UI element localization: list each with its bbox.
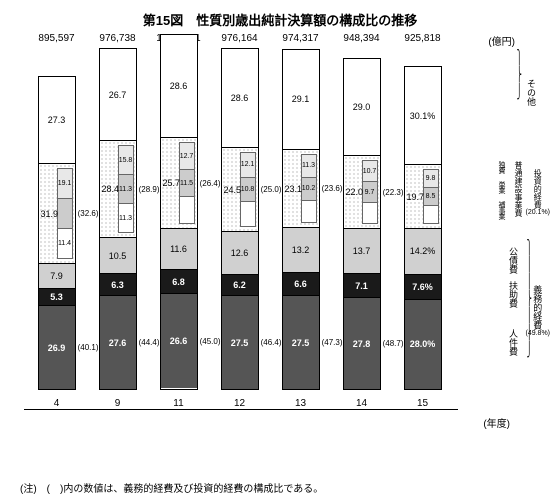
legend-jinken: 人件費 bbox=[507, 329, 520, 356]
bar-column: 28.624.5(25.0)12.110.812.66.227.5(46.4)1… bbox=[209, 48, 270, 409]
legend-kousai: 公債費 bbox=[507, 247, 520, 274]
segment-invest: 25.7(26.4)12.711.5 bbox=[161, 137, 197, 228]
segment-other: 28.6 bbox=[161, 35, 197, 137]
nendo-label: (年度) bbox=[483, 415, 510, 430]
total-value: 974,317 bbox=[270, 33, 331, 44]
stacked-bar: 30.1%19.79.88.514.2%7.6%28.0% bbox=[404, 66, 442, 390]
legend-invest: 投資的経費(20.1%) bbox=[525, 169, 550, 216]
chart-title: 第15図 性質別歳出純計決算額の構成比の推移 bbox=[0, 0, 560, 33]
segment-jinken: 26.6(45.0) bbox=[161, 293, 197, 388]
segment-fujo: 6.2 bbox=[222, 274, 258, 295]
stacked-bar: 28.625.7(26.4)12.711.511.66.826.6(45.0) bbox=[160, 34, 198, 390]
segment-other: 30.1% bbox=[405, 67, 441, 164]
segment-kousai: 13.7 bbox=[344, 228, 380, 273]
total-value: 976,164 bbox=[209, 33, 270, 44]
year-label: 15 bbox=[417, 398, 428, 409]
year-label: 9 bbox=[115, 398, 121, 409]
total-value: 948,394 bbox=[331, 33, 392, 44]
segment-jinken: 27.5(47.3) bbox=[283, 295, 319, 389]
brace-other-icon: ⎫⎬⎭ bbox=[516, 49, 521, 149]
legend-ordinary: 普通建設事業費 bbox=[513, 161, 524, 217]
bar-column: 29.123.1(23.6)11.310.213.26.627.5(47.3)1… bbox=[270, 49, 331, 409]
year-label: 4 bbox=[54, 398, 60, 409]
totals-row: 895,597976,7381,016,291976,164974,317948… bbox=[26, 33, 456, 44]
stacked-bar: 28.624.5(25.0)12.110.812.66.227.5(46.4) bbox=[221, 48, 259, 390]
segment-kousai: 14.2% bbox=[405, 228, 441, 274]
stacked-bar: 27.331.9(32.6)19.111.47.95.326.9(40.1) bbox=[38, 76, 76, 390]
segment-fujo: 5.3 bbox=[39, 288, 75, 305]
total-value: 895,597 bbox=[26, 33, 87, 44]
bar-column: 27.331.9(32.6)19.111.47.95.326.9(40.1) 4 bbox=[26, 76, 87, 409]
total-value: 925,818 bbox=[392, 33, 453, 44]
year-label: 14 bbox=[356, 398, 367, 409]
legend-other: その他 bbox=[525, 79, 538, 106]
year-label: 13 bbox=[295, 398, 306, 409]
segment-invest: 22.0(22.3)10.79.7 bbox=[344, 155, 380, 228]
legend-fujo: 扶助費 bbox=[507, 281, 520, 308]
segment-jinken: 26.9(40.1) bbox=[39, 305, 75, 389]
segment-invest: 24.5(25.0)12.110.8 bbox=[222, 147, 258, 231]
segment-kousai: 7.9 bbox=[39, 263, 75, 288]
segment-kousai: 11.6 bbox=[161, 228, 197, 269]
segment-invest: 19.79.88.5 bbox=[405, 164, 441, 228]
segment-kousai: 12.6 bbox=[222, 231, 258, 274]
year-label: 11 bbox=[173, 398, 183, 409]
segment-fujo: 7.6% bbox=[405, 274, 441, 299]
stacked-bar: 29.022.0(22.3)10.79.713.77.127.8(48.7) bbox=[343, 58, 381, 390]
segment-fujo: 7.1 bbox=[344, 273, 380, 297]
segment-other: 28.6 bbox=[222, 49, 258, 147]
stacked-bar: 29.123.1(23.6)11.310.213.26.627.5(47.3) bbox=[282, 49, 320, 390]
year-label: 12 bbox=[234, 398, 245, 409]
segment-jinken: 27.8(48.7) bbox=[344, 297, 380, 389]
legend-dokuji: 独費 bbox=[496, 161, 506, 173]
bars-container: 27.331.9(32.6)19.111.47.95.326.9(40.1)42… bbox=[26, 49, 456, 409]
segment-kousai: 13.2 bbox=[283, 227, 319, 272]
segment-jinken: 28.0% bbox=[405, 299, 441, 389]
segment-other: 27.3 bbox=[39, 77, 75, 163]
segment-fujo: 6.3 bbox=[100, 273, 136, 295]
segment-jinken: 27.6(44.4) bbox=[100, 295, 136, 389]
segment-other: 29.1 bbox=[283, 50, 319, 149]
chart-area: 895,597976,7381,016,291976,164974,317948… bbox=[10, 33, 550, 443]
segment-other: 29.0 bbox=[344, 59, 380, 155]
bar-column: 29.022.0(22.3)10.79.713.77.127.8(48.7) 14 bbox=[331, 58, 392, 409]
segment-invest: 28.4(28.9)15.811.311.3 bbox=[100, 140, 136, 237]
legend-gimu: 義務的経費(49.8%) bbox=[525, 285, 550, 337]
segment-kousai: 10.5 bbox=[100, 237, 136, 273]
segment-invest: 23.1(23.6)11.310.2 bbox=[283, 149, 319, 228]
footnote: (注) ( )内の数値は、義務的経費及び投資的経費の構成比である。 bbox=[20, 480, 323, 495]
x-axis bbox=[24, 409, 458, 410]
bar-column: 26.728.4(28.9)15.811.311.310.56.327.6(44… bbox=[87, 48, 148, 409]
unit-label: (億円) bbox=[488, 33, 515, 48]
stacked-bar: 26.728.4(28.9)15.811.311.310.56.327.6(44… bbox=[99, 48, 137, 390]
legend: その他 ⎫⎬⎭ 投資的経費(20.1%) 普通建設事業費 独費 単業 補事業 公… bbox=[470, 49, 550, 409]
bar-column: 28.625.7(26.4)12.711.511.66.826.6(45.0)1… bbox=[148, 34, 209, 409]
segment-other: 26.7 bbox=[100, 49, 136, 140]
segment-fujo: 6.6 bbox=[283, 272, 319, 295]
legend-tangyo: 単業 bbox=[496, 181, 506, 193]
total-value: 976,738 bbox=[87, 33, 148, 44]
bar-column: 30.1%19.79.88.514.2%7.6%28.0% 15 bbox=[392, 66, 453, 409]
legend-hojyo: 補事業 bbox=[496, 201, 506, 219]
segment-invest: 31.9(32.6)19.111.4 bbox=[39, 163, 75, 263]
segment-jinken: 27.5(46.4) bbox=[222, 295, 258, 389]
segment-fujo: 6.8 bbox=[161, 269, 197, 293]
